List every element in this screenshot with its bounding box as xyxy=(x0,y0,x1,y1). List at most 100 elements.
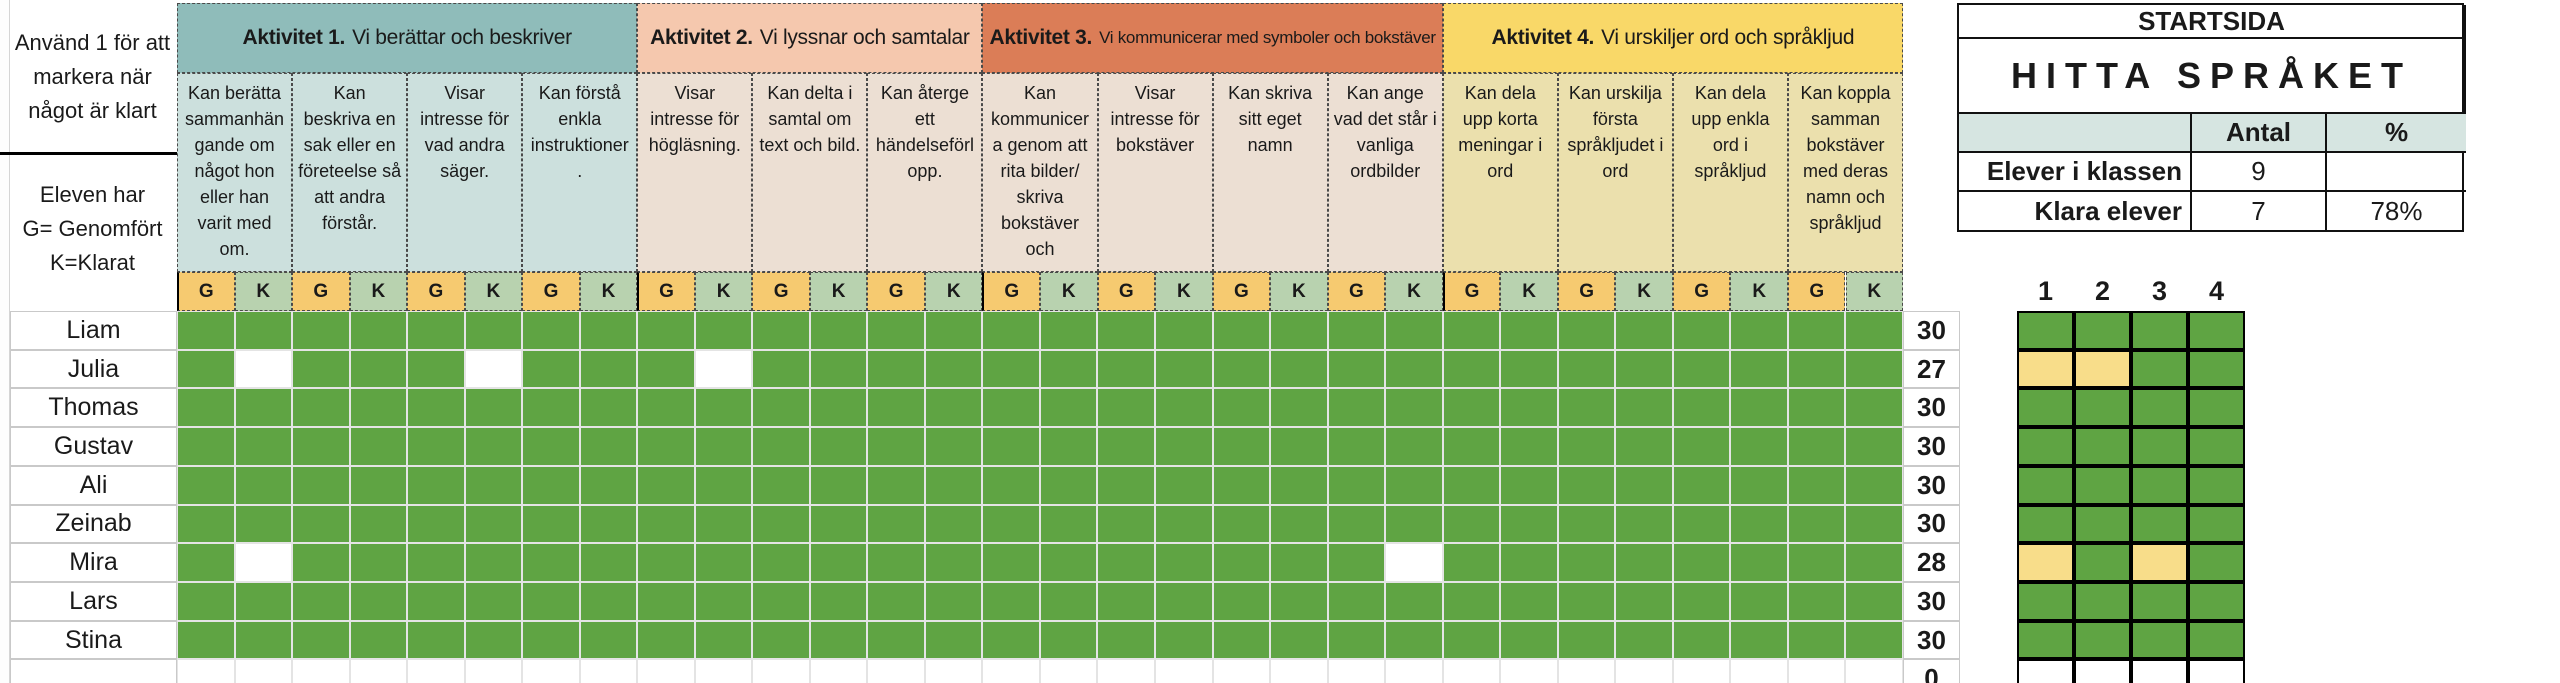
grid-cell[interactable] xyxy=(177,504,235,544)
grid-cell[interactable] xyxy=(177,620,235,660)
student-name-cell[interactable]: Liam xyxy=(10,311,177,350)
grid-cell[interactable] xyxy=(1672,659,1731,683)
grid-cell[interactable] xyxy=(522,543,580,583)
grid-cell[interactable] xyxy=(867,543,925,583)
grid-cell[interactable] xyxy=(694,465,753,505)
grid-cell[interactable] xyxy=(1385,311,1443,350)
grid-cell[interactable] xyxy=(1557,543,1616,583)
skill-header-cell[interactable]: Kan beskriva en sak eller en företeelse … xyxy=(292,73,408,272)
grid-cell[interactable] xyxy=(1327,504,1386,544)
grid-cell[interactable] xyxy=(407,582,465,621)
gk-header-g[interactable]: G xyxy=(522,272,580,311)
grid-cell[interactable] xyxy=(407,311,465,350)
gk-header-g[interactable]: G xyxy=(292,272,350,311)
grid-cell[interactable] xyxy=(522,465,580,505)
grid-cell[interactable] xyxy=(1039,543,1098,583)
grid-cell[interactable] xyxy=(924,427,983,466)
grid-cell[interactable] xyxy=(407,620,465,660)
grid-cell[interactable] xyxy=(407,543,465,583)
grid-cell[interactable] xyxy=(1097,582,1155,621)
grid-cell[interactable] xyxy=(407,465,465,505)
grid-cell[interactable] xyxy=(1845,388,1903,428)
grid-cell[interactable] xyxy=(694,311,753,350)
mini-grid-cell[interactable] xyxy=(2131,311,2188,350)
gk-header-g[interactable]: G xyxy=(1557,272,1616,311)
grid-cell[interactable] xyxy=(1327,543,1386,583)
student-total-cell[interactable]: 30 xyxy=(1903,388,1960,428)
grid-cell[interactable] xyxy=(809,582,868,621)
gk-header-g[interactable]: G xyxy=(752,272,810,311)
grid-cell[interactable] xyxy=(1097,349,1155,389)
grid-cell[interactable] xyxy=(1442,543,1501,583)
grid-cell[interactable] xyxy=(637,543,695,583)
grid-cell[interactable] xyxy=(407,504,465,544)
grid-cell[interactable] xyxy=(177,659,235,683)
mini-grid-cell[interactable] xyxy=(2131,620,2188,660)
grid-cell[interactable] xyxy=(1615,388,1673,428)
grid-cell[interactable] xyxy=(1155,388,1213,428)
grid-cell[interactable] xyxy=(579,388,638,428)
grid-cell[interactable] xyxy=(1787,543,1846,583)
grid-cell[interactable] xyxy=(1442,620,1501,660)
grid-cell[interactable] xyxy=(522,349,580,389)
grid-cell[interactable] xyxy=(177,465,235,505)
mini-grid-cell[interactable] xyxy=(2074,504,2131,544)
grid-cell[interactable] xyxy=(1327,659,1386,683)
grid-cell[interactable] xyxy=(1212,311,1271,350)
grid-cell[interactable] xyxy=(1730,427,1788,466)
grid-cell[interactable] xyxy=(1557,504,1616,544)
grid-cell[interactable] xyxy=(234,465,293,505)
grid-cell[interactable] xyxy=(1039,311,1098,350)
student-name-cell[interactable]: Zeinab xyxy=(10,504,177,544)
grid-cell[interactable] xyxy=(1327,620,1386,660)
grid-cell[interactable] xyxy=(292,620,350,660)
grid-cell[interactable] xyxy=(1787,465,1846,505)
grid-cell[interactable] xyxy=(1212,620,1271,660)
grid-cell[interactable] xyxy=(1442,582,1501,621)
grid-cell[interactable] xyxy=(1672,620,1731,660)
grid-cell[interactable] xyxy=(522,504,580,544)
grid-cell[interactable] xyxy=(579,620,638,660)
grid-cell[interactable] xyxy=(1212,349,1271,389)
grid-cell[interactable] xyxy=(924,349,983,389)
grid-cell[interactable] xyxy=(1672,504,1731,544)
grid-cell[interactable] xyxy=(752,465,810,505)
gk-header-g[interactable]: G xyxy=(637,272,695,311)
grid-cell[interactable] xyxy=(464,659,523,683)
grid-cell[interactable] xyxy=(924,311,983,350)
grid-cell[interactable] xyxy=(464,582,523,621)
grid-cell[interactable] xyxy=(1557,465,1616,505)
grid-cell[interactable] xyxy=(1385,504,1443,544)
skill-header-cell[interactable]: Visar intresse för bokstäver xyxy=(1097,73,1213,272)
grid-cell[interactable] xyxy=(1845,427,1903,466)
startsida-title[interactable]: STARTSIDA xyxy=(1959,5,2466,39)
grid-cell[interactable] xyxy=(234,504,293,544)
grid-cell[interactable] xyxy=(1327,311,1386,350)
student-name-cell[interactable] xyxy=(10,659,177,683)
grid-cell[interactable] xyxy=(1155,311,1213,350)
gk-header-k[interactable]: K xyxy=(1615,272,1673,311)
mini-grid-cell[interactable] xyxy=(2188,543,2245,583)
grid-cell[interactable] xyxy=(924,659,983,683)
grid-cell[interactable] xyxy=(1327,388,1386,428)
grid-cell[interactable] xyxy=(1557,311,1616,350)
gk-header-g[interactable]: G xyxy=(1097,272,1156,311)
grid-cell[interactable] xyxy=(1615,659,1673,683)
grid-cell[interactable] xyxy=(349,543,408,583)
grid-cell[interactable] xyxy=(177,427,235,466)
activity-header-4[interactable]: Aktivitet 4. Vi urskiljer ord och språklj… xyxy=(1442,3,1904,73)
mini-grid-cell[interactable] xyxy=(2131,582,2188,621)
grid-cell[interactable] xyxy=(1787,311,1846,350)
grid-cell[interactable] xyxy=(1039,659,1098,683)
grid-cell[interactable] xyxy=(1212,388,1271,428)
grid-cell[interactable] xyxy=(1500,349,1558,389)
grid-cell[interactable] xyxy=(867,582,925,621)
grid-cell[interactable] xyxy=(1442,311,1501,350)
grid-cell[interactable] xyxy=(694,388,753,428)
skill-header-cell[interactable]: Kan återge ett händelseförlopp. xyxy=(867,73,983,272)
grid-cell[interactable] xyxy=(809,620,868,660)
startsida-subtitle[interactable]: HITTA SPRÅKET xyxy=(1959,39,2466,114)
grid-cell[interactable] xyxy=(407,427,465,466)
student-total-cell[interactable]: 30 xyxy=(1903,504,1960,544)
gk-header-k[interactable]: K xyxy=(1270,272,1328,311)
